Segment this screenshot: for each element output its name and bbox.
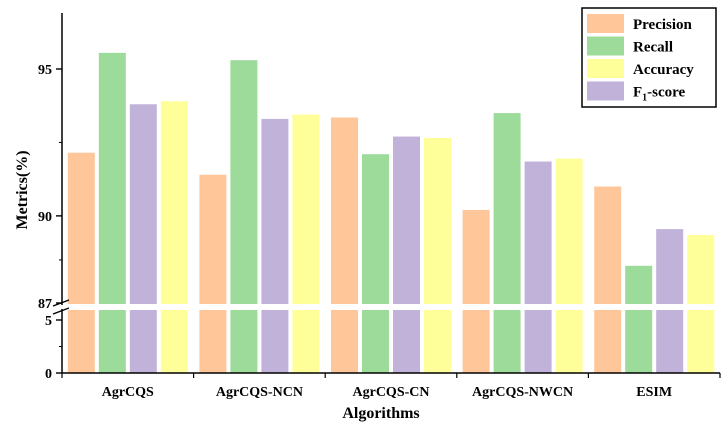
bar-recall-upper — [493, 113, 521, 304]
bars-group — [67, 52, 715, 373]
x-tick-label: AgrCQS — [102, 385, 154, 400]
y-tick-label: 5 — [45, 314, 52, 329]
y-tick-label: 95 — [38, 63, 52, 78]
y-tick-label: 87 — [38, 297, 52, 312]
bar-f1-score-upper — [524, 161, 552, 304]
legend-swatch — [587, 36, 624, 56]
bar-accuracy-lower — [424, 310, 451, 373]
bar-f1-score-lower — [261, 310, 289, 373]
bar-f1-score-lower — [524, 310, 552, 373]
bar-recall-lower — [625, 310, 653, 373]
legend-label: Precision — [633, 17, 693, 33]
x-tick-label: ESIM — [636, 385, 672, 400]
bar-precision-lower — [199, 310, 227, 373]
bar-accuracy-upper — [292, 114, 320, 304]
bar-recall-upper — [362, 154, 389, 304]
bar-accuracy-upper — [424, 138, 451, 304]
bar-accuracy-upper — [160, 101, 188, 304]
legend-label: F1-score — [633, 85, 686, 104]
x-axis-title: Algorithms — [342, 405, 419, 422]
bar-precision-lower — [331, 310, 358, 373]
bar-precision-upper — [67, 152, 95, 304]
bar-f1-score-lower — [393, 310, 420, 373]
legend: Precision Recall Accuracy F1-score — [581, 7, 717, 108]
bar-accuracy-lower — [292, 310, 320, 373]
bar-accuracy-upper — [555, 158, 583, 304]
y-tick-label: 0 — [45, 367, 52, 382]
bar-accuracy-upper — [687, 234, 715, 304]
axes-group: AgrCQS AgrCQS-NCN AgrCQS-CN AgrCQS-NWCN ESIM… — [38, 13, 721, 400]
bar-precision-upper — [331, 117, 358, 304]
x-tick-label: AgrCQS-CN — [353, 385, 430, 400]
bar-recall-upper — [625, 265, 653, 304]
y-tick-label: 90 — [38, 210, 52, 225]
x-tick-label: AgrCQS-NWCN — [472, 385, 573, 400]
bar-precision-upper — [199, 174, 227, 304]
bar-accuracy-lower — [555, 310, 583, 373]
bar-f1-score-upper — [129, 104, 157, 304]
bar-f1-score-upper — [393, 136, 420, 304]
x-tick-label: AgrCQS-NCN — [216, 385, 303, 400]
legend-label: Accuracy — [633, 62, 694, 78]
legend-swatch — [587, 59, 624, 78]
bar-recall-lower — [230, 310, 258, 373]
bar-precision-upper — [594, 186, 622, 304]
bar-precision-lower — [67, 310, 95, 373]
legend-swatch — [587, 81, 624, 101]
bar-f1-score-lower — [129, 310, 157, 373]
legend-swatch — [587, 14, 624, 33]
bar-recall-lower — [493, 310, 521, 373]
bar-precision-upper — [462, 210, 490, 304]
bar-recall-lower — [98, 310, 126, 373]
bar-precision-lower — [594, 310, 622, 373]
bar-accuracy-lower — [160, 310, 188, 373]
legend-label: Recall — [633, 40, 673, 56]
bar-recall-upper — [98, 52, 126, 304]
bar-f1-score-upper — [656, 229, 684, 304]
bar-f1-score-lower — [656, 310, 684, 373]
bar-f1-score-upper — [261, 118, 289, 304]
y-axis-title: Metrics(%) — [14, 150, 31, 229]
axis-break-mark — [52, 307, 70, 315]
bar-recall-upper — [230, 60, 258, 304]
bar-recall-lower — [362, 310, 389, 373]
bar-precision-lower — [462, 310, 490, 373]
bar-accuracy-lower — [687, 310, 715, 373]
